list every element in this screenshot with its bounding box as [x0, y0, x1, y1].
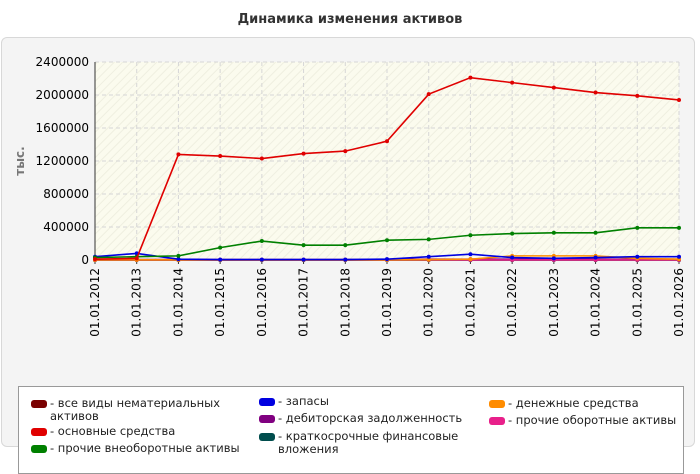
legend-swatch	[31, 445, 47, 453]
y-tick-label: 400000	[43, 220, 89, 234]
data-point	[510, 256, 514, 260]
data-point	[260, 258, 264, 262]
y-axis-label: тыс.	[13, 146, 27, 175]
x-tick-label: 01.01.2016	[255, 268, 269, 337]
legend-swatch	[489, 417, 505, 425]
legend-item: - денежные средства	[489, 397, 679, 410]
data-point	[302, 243, 306, 247]
data-point	[510, 81, 514, 85]
data-point	[343, 243, 347, 247]
legend-item: - основные средства	[31, 425, 221, 438]
x-tick-label: 01.01.2022	[505, 268, 519, 337]
legend: - все виды нематериальных активов - основ…	[18, 386, 684, 474]
data-point	[427, 255, 431, 259]
data-point	[594, 231, 598, 235]
legend-swatch	[31, 428, 47, 436]
x-tick-label: 01.01.2023	[547, 268, 561, 337]
legend-label: - запасы	[278, 395, 329, 408]
data-point	[218, 154, 222, 158]
legend-swatch	[259, 433, 275, 441]
data-point	[677, 98, 681, 102]
x-tick-label: 01.01.2013	[130, 268, 144, 337]
data-point	[385, 238, 389, 242]
data-point	[552, 231, 556, 235]
data-point	[468, 252, 472, 256]
data-point	[635, 94, 639, 98]
chart-title: Динамика изменения активов	[0, 12, 700, 27]
data-point	[552, 256, 556, 260]
legend-item: - запасы	[259, 395, 479, 408]
data-point	[343, 258, 347, 262]
data-point	[343, 149, 347, 153]
data-point	[635, 226, 639, 230]
legend-item: - краткосрочные финансовые вложения	[259, 430, 459, 456]
x-tick-label: 01.01.2024	[589, 268, 603, 337]
data-point	[594, 256, 598, 260]
legend-label: - прочие внеоборотные активы	[50, 442, 240, 455]
legend-label: - краткосрочные финансовые вложения	[278, 430, 459, 456]
legend-item: - прочие оборотные активы	[489, 414, 679, 427]
y-tick-label: 2400000	[36, 55, 89, 69]
data-point	[93, 257, 97, 261]
data-point	[594, 91, 598, 95]
chart-panel: 0 400000 800000 1200000 1600000 2000000 240000…	[1, 37, 695, 447]
legend-swatch	[259, 415, 275, 423]
plot-area: 0 400000 800000 1200000 1600000 2000000 240000…	[2, 38, 696, 383]
data-point	[385, 139, 389, 143]
y-tick-label: 1600000	[36, 121, 89, 135]
x-tick-label: 01.01.2025	[630, 268, 644, 337]
y-tick-label: 800000	[43, 187, 89, 201]
data-point	[677, 255, 681, 259]
legend-swatch	[489, 400, 505, 408]
y-tick-label: 2000000	[36, 88, 89, 102]
x-tick-label: 01.01.2021	[463, 268, 477, 337]
data-point	[218, 258, 222, 262]
x-tick-label: 01.01.2014	[171, 268, 185, 337]
data-point	[385, 257, 389, 261]
legend-swatch	[259, 398, 275, 406]
legend-item: - прочие внеоборотные активы	[31, 442, 251, 455]
data-point	[176, 152, 180, 156]
data-point	[635, 255, 639, 259]
x-tick-label: 01.01.2018	[338, 268, 352, 337]
data-point	[677, 226, 681, 230]
data-point	[468, 257, 472, 261]
legend-label: - прочие оборотные активы	[508, 414, 676, 427]
legend-label: - все виды нематериальных активов	[50, 397, 221, 423]
data-point	[260, 157, 264, 161]
legend-swatch	[31, 400, 47, 408]
data-point	[552, 86, 556, 90]
legend-item: - дебиторская задолженность	[259, 412, 479, 425]
legend-label: - основные средства	[50, 425, 175, 438]
x-tick-label: 01.01.2017	[297, 268, 311, 337]
x-tick-label: 01.01.2015	[213, 268, 227, 337]
legend-item: - все виды нематериальных активов	[31, 397, 221, 423]
legend-label: - денежные средства	[508, 397, 639, 410]
data-point	[260, 239, 264, 243]
data-point	[468, 233, 472, 237]
data-point	[427, 92, 431, 96]
data-point	[176, 254, 180, 258]
data-point	[218, 246, 222, 250]
x-tick-label: 01.01.2026	[672, 268, 686, 337]
data-point	[468, 76, 472, 80]
data-point	[302, 152, 306, 156]
x-tick-label: 01.01.2019	[380, 268, 394, 337]
x-tick-label: 01.01.2012	[88, 268, 102, 337]
legend-label: - дебиторская задолженность	[278, 412, 462, 425]
y-tick-label: 1200000	[36, 154, 89, 168]
data-point	[427, 237, 431, 241]
data-point	[135, 256, 139, 260]
data-point	[302, 258, 306, 262]
y-tick-label: 0	[81, 253, 89, 267]
data-point	[510, 232, 514, 236]
x-tick-label: 01.01.2020	[422, 268, 436, 337]
